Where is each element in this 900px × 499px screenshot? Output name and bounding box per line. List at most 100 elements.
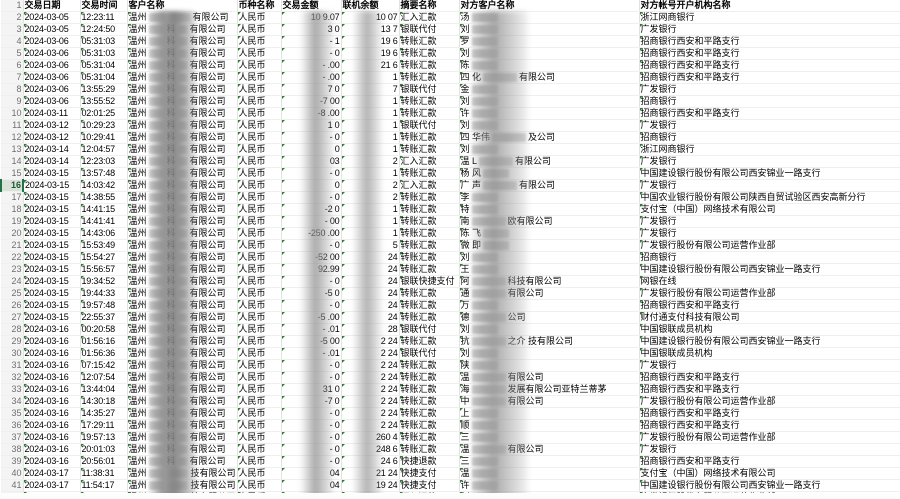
cell-counterparty-bank[interactable]: 支付宝（中国）网络技术有限公司	[639, 467, 900, 480]
cell-trade-date[interactable]: 2024-03-15	[23, 263, 81, 276]
cell-trade-date[interactable]: 2024-03-16	[23, 371, 81, 384]
cell-trade-date[interactable]: 2024-03-05	[23, 11, 81, 24]
cell-trade-amount[interactable]: - 0	[281, 443, 342, 456]
table-row[interactable]: 19 2024-03-15 14:41:41 温州科有限公司 人民币 - 00 1 转账汇款…	[1, 215, 900, 228]
cell-customer-name[interactable]: 温州科有限公司	[127, 143, 238, 156]
row-header[interactable]: 38	[1, 443, 24, 456]
cell-currency-name[interactable]: 人民币	[237, 275, 282, 288]
cell-currency-name[interactable]: 人民币	[237, 47, 282, 60]
cell-customer-name[interactable]: 温州科有限公司	[127, 95, 238, 108]
cell-online-balance[interactable]: 1	[341, 215, 400, 228]
cell-trade-date[interactable]: 2024-03-12	[23, 119, 81, 132]
table-row[interactable]: 37 2024-03-16 19:57:13 温州科有限公司 人民币 - 0 260 4 转账…	[1, 431, 900, 444]
cell-currency-name[interactable]: 人民币	[237, 143, 282, 156]
cell-trade-date[interactable]: 2024-03-15	[22, 179, 81, 192]
cell-online-balance[interactable]: 10 07	[341, 11, 400, 24]
row-header[interactable]: 12	[1, 131, 24, 144]
row-header[interactable]: 39	[1, 455, 24, 468]
cell-customer-name[interactable]: 温州科有限公司	[127, 59, 238, 72]
cell-counterparty-name[interactable]: 抗之介 技有限公司	[459, 335, 640, 348]
cell-customer-name[interactable]: 温州科有限公司	[127, 47, 238, 60]
cell-summary-name[interactable]: 转账汇款	[399, 299, 460, 312]
cell-trade-time[interactable]: 14:38:55	[80, 191, 128, 204]
cell-counterparty-bank[interactable]: 广发银行	[639, 215, 900, 228]
cell-currency-name[interactable]: 人民币	[237, 239, 282, 252]
cell-customer-name[interactable]: 温州科有限公司	[127, 215, 238, 228]
cell-counterparty-bank[interactable]: 招商银行	[639, 251, 900, 264]
cell-currency-name[interactable]: 人民币	[237, 179, 282, 192]
cell-trade-time[interactable]: 11:38:31	[80, 467, 128, 480]
cell-trade-amount[interactable]: 03	[281, 155, 342, 168]
cell-trade-time[interactable]: 12:04:57	[80, 143, 128, 156]
cell-trade-amount[interactable]: 1 0	[281, 119, 342, 132]
cell-summary-name[interactable]: 转账汇款	[399, 203, 460, 216]
cell-online-balance[interactable]: 1	[341, 143, 400, 156]
cell-trade-date[interactable]: 2024-03-16	[23, 407, 81, 420]
cell-trade-date[interactable]: 2024-03-15	[23, 251, 81, 264]
cell-trade-amount[interactable]: -5 0	[281, 287, 342, 300]
cell-currency-name[interactable]: 人民币	[237, 395, 282, 408]
cell-counterparty-name[interactable]: 四 华伟 及公司	[459, 131, 640, 144]
cell-online-balance[interactable]: 28	[341, 323, 400, 336]
cell-online-balance[interactable]: 1	[341, 107, 400, 120]
row-header[interactable]: 19	[1, 215, 24, 228]
cell-currency-name[interactable]: 人民币	[237, 191, 282, 204]
cell-trade-amount[interactable]: - .01	[281, 323, 342, 336]
cell-trade-date[interactable]: 2024-03-14	[23, 155, 81, 168]
cell-currency-name[interactable]: 人民币	[237, 107, 282, 120]
cell-counterparty-name[interactable]: 温 L 有限公司	[459, 155, 640, 168]
cell-currency-name[interactable]: 人民币	[237, 431, 282, 444]
cell-trade-time[interactable]: 14:41:41	[80, 215, 128, 228]
cell-online-balance[interactable]: 248 6	[341, 443, 400, 456]
cell-customer-name[interactable]: 温州科有限公司	[127, 23, 238, 36]
cell-counterparty-name[interactable]: 陕	[459, 359, 640, 372]
cell-trade-date[interactable]: 2024-03-16	[23, 323, 81, 336]
cell-summary-name[interactable]: 快捷支付	[399, 467, 460, 480]
row-header[interactable]: 22	[1, 251, 24, 264]
cell-online-balance[interactable]: 19 6	[341, 47, 400, 60]
cell-counterparty-name[interactable]: 王	[459, 263, 640, 276]
cell-online-balance[interactable]: 2 24	[341, 359, 400, 372]
cell-online-balance[interactable]: 24	[341, 299, 400, 312]
cell-counterparty-name[interactable]: 特	[459, 203, 640, 216]
cell-summary-name[interactable]: 转账汇款	[399, 71, 460, 84]
cell-trade-amount[interactable]: - 0	[281, 47, 342, 60]
cell-summary-name[interactable]: 银联代付	[399, 23, 460, 36]
cell-trade-time[interactable]: 12:07:54	[80, 371, 128, 384]
cell-counterparty-bank[interactable]: 广发银行	[639, 359, 900, 372]
cell-summary-name[interactable]: 转账汇款	[399, 35, 460, 48]
cell-online-balance[interactable]: 2	[341, 191, 400, 204]
cell-counterparty-bank[interactable]: 招商银行西安和平路支行	[639, 383, 900, 396]
cell-trade-date[interactable]: 2024-03-16	[23, 395, 81, 408]
cell-currency-name[interactable]: 人民币	[237, 299, 282, 312]
cell-trade-time[interactable]: 20:01:03	[80, 443, 128, 456]
row-header[interactable]: 27	[1, 311, 24, 324]
cell-trade-time[interactable]: 12:23:11	[80, 11, 128, 24]
row-header[interactable]: 7	[1, 71, 24, 84]
cell-currency-name[interactable]: 人民币	[237, 251, 282, 264]
cell-trade-amount[interactable]: -8 .00	[281, 107, 342, 120]
row-header[interactable]: 11	[1, 119, 24, 132]
cell-trade-date[interactable]: 2024-03-16	[23, 419, 81, 432]
cell-customer-name[interactable]: 温州科有限公司	[127, 119, 238, 132]
cell-trade-date[interactable]: 2024-03-15	[23, 299, 81, 312]
cell-customer-name[interactable]: 温州技有限公司	[127, 467, 238, 480]
cell-counterparty-name[interactable]: 刘	[459, 143, 640, 156]
cell-currency-name[interactable]: 人民币	[237, 119, 282, 132]
cell-counterparty-name[interactable]: 南欧有限公司	[459, 215, 640, 228]
table-row[interactable]: 4 2024-03-06 05:31:03 温州科有限公司 人民币 - 1 19 6 转账汇款…	[1, 35, 900, 48]
cell-counterparty-bank[interactable]: 支付宝（中国）网络技术有限公司	[639, 203, 900, 216]
row-header[interactable]: 30	[1, 347, 24, 360]
cell-currency-name[interactable]: 人民币	[237, 335, 282, 348]
cell-online-balance[interactable]: 19 6	[341, 35, 400, 48]
cell-customer-name[interactable]: 温州科有限公司	[127, 443, 238, 456]
cell-customer-name[interactable]: 温州技有限公司	[127, 479, 238, 492]
cell-counterparty-bank[interactable]: 广发银行	[639, 155, 900, 168]
cell-counterparty-bank[interactable]: 招商银行西安和平路支行	[639, 419, 900, 432]
cell-trade-time[interactable]: 12:23:03	[80, 155, 128, 168]
row-header[interactable]: 13	[1, 143, 24, 156]
cell-customer-name[interactable]: 温州科有限公司	[127, 275, 238, 288]
